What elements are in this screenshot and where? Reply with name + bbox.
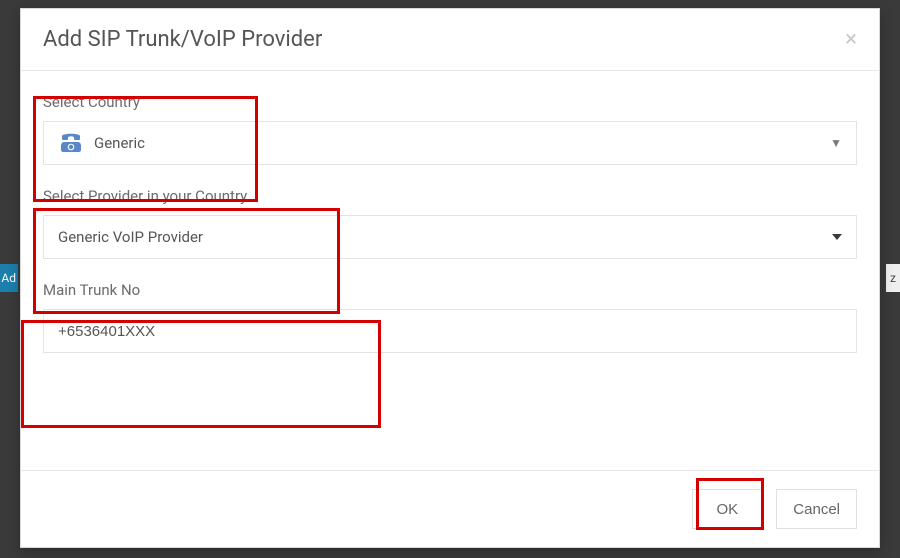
bg-left-remnant: Ad [0, 264, 18, 292]
country-label: Select Country [43, 93, 857, 111]
country-selected-value: Generic [94, 134, 145, 152]
provider-selected-value: Generic VoIP Provider [58, 228, 203, 246]
chevron-down-icon: ▼ [830, 136, 842, 150]
modal-title: Add SIP Trunk/VoIP Provider [43, 27, 322, 52]
close-icon[interactable]: × [845, 29, 857, 51]
chevron-down-icon [832, 234, 842, 240]
trunk-input[interactable] [58, 310, 842, 352]
add-sip-trunk-modal: Add SIP Trunk/VoIP Provider × Select Cou… [20, 8, 880, 548]
field-provider: Select Provider in your Country Generic … [43, 187, 857, 259]
phone-icon [58, 133, 84, 153]
bg-right-remnant: z [886, 264, 900, 292]
modal-body: Select Country Generic ▼ [21, 71, 879, 470]
country-select[interactable]: Generic ▼ [43, 121, 857, 165]
modal-footer: OK Cancel [21, 470, 879, 547]
field-country: Select Country Generic ▼ [43, 93, 857, 165]
modal-header: Add SIP Trunk/VoIP Provider × [21, 9, 879, 71]
trunk-input-wrapper [43, 309, 857, 353]
cancel-button[interactable]: Cancel [776, 489, 857, 529]
field-trunk-no: Main Trunk No [43, 281, 857, 353]
trunk-label: Main Trunk No [43, 281, 857, 299]
provider-select[interactable]: Generic VoIP Provider [43, 215, 857, 259]
ok-button[interactable]: OK [692, 489, 762, 529]
provider-label: Select Provider in your Country [43, 187, 857, 205]
